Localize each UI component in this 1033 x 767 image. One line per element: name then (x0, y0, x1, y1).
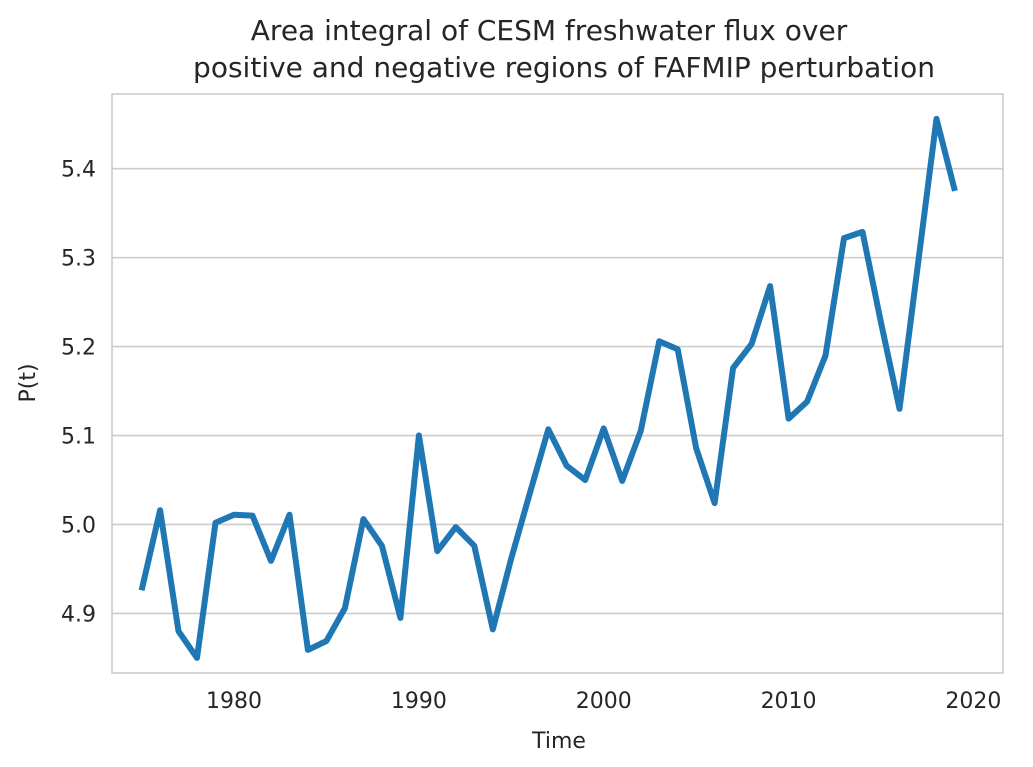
x-tick-label: 2000 (576, 689, 632, 714)
x-tick-label: 1980 (206, 689, 262, 714)
y-tick-label: 5.1 (61, 425, 96, 450)
y-axis-label: P(t) (16, 363, 41, 402)
tick-labels: 4.9 5.0 5.1 5.2 5.3 5.4 1980 1990 2000 2010 2020 (61, 158, 1001, 714)
x-tick-label: 2010 (761, 689, 817, 714)
y-tick-label: 5.2 (61, 336, 96, 361)
y-tick-label: 5.4 (61, 158, 96, 183)
series-line-0 (138, 115, 958, 661)
y-tick-label: 5.0 (61, 513, 96, 538)
plot-frame (111, 93, 1004, 674)
y-tick-label: 4.9 (61, 602, 96, 627)
series-layer (138, 115, 958, 661)
chart-title-line-1: Area integral of CESM freshwater flux ov… (251, 14, 848, 47)
gridlines (112, 167, 1003, 615)
x-tick-label: 2020 (945, 689, 1001, 714)
x-tick-label: 1990 (391, 689, 447, 714)
y-tick-label: 5.3 (61, 247, 96, 272)
x-axis-label: Time (531, 729, 586, 754)
chart-title-line-2: positive and negative regions of FAFMIP … (193, 51, 935, 84)
